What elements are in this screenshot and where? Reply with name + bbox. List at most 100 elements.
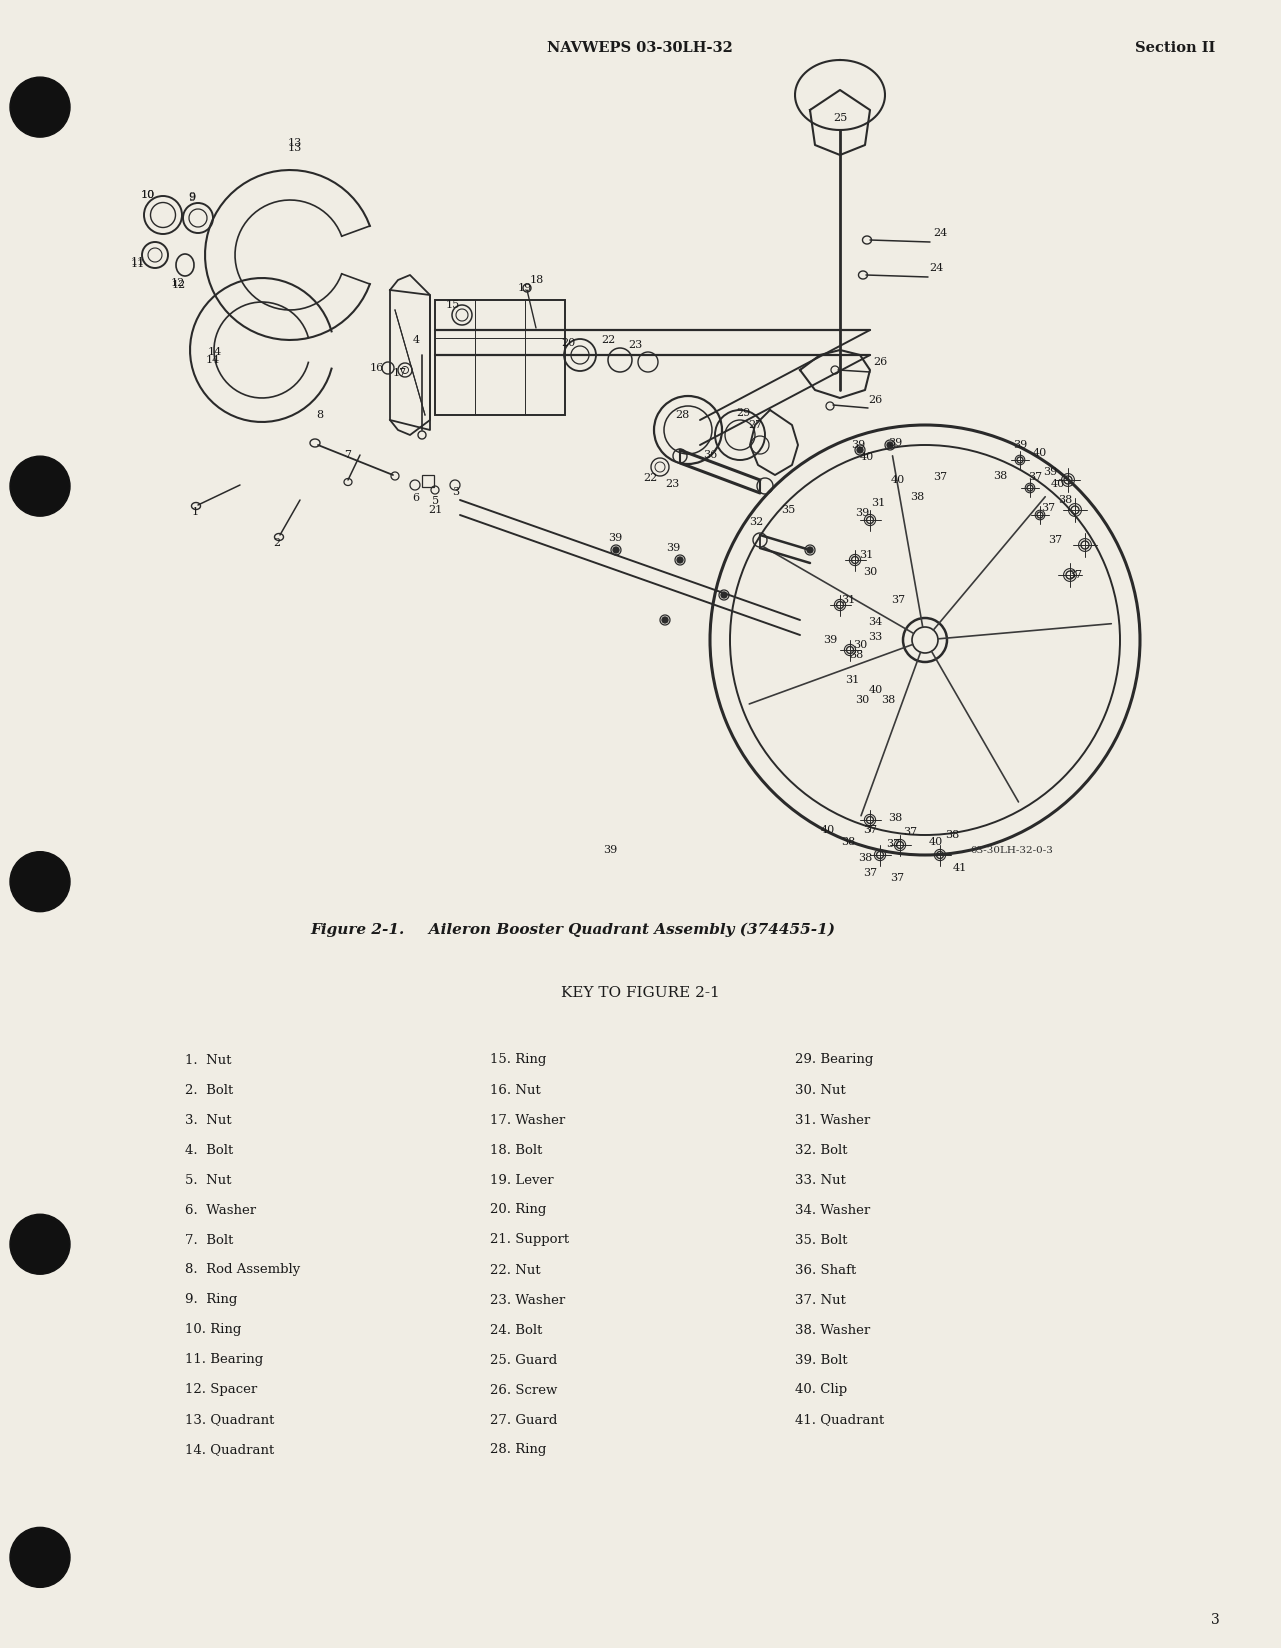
Text: 40: 40 <box>821 826 835 836</box>
Text: 15. Ring: 15. Ring <box>491 1053 547 1066</box>
Text: 34. Washer: 34. Washer <box>796 1203 870 1216</box>
Text: 31: 31 <box>858 550 874 560</box>
Circle shape <box>10 77 70 137</box>
Circle shape <box>10 852 70 911</box>
Text: 4.  Bolt: 4. Bolt <box>184 1144 233 1157</box>
Text: 24: 24 <box>929 264 943 274</box>
Text: 3: 3 <box>1212 1613 1220 1627</box>
Text: 32: 32 <box>749 517 763 527</box>
Text: 39: 39 <box>854 508 869 517</box>
Text: 5: 5 <box>433 496 439 506</box>
Text: 34: 34 <box>867 616 883 626</box>
Text: 20. Ring: 20. Ring <box>491 1203 547 1216</box>
Text: 14. Quadrant: 14. Quadrant <box>184 1444 274 1457</box>
Text: 21. Support: 21. Support <box>491 1233 569 1246</box>
Text: 37: 37 <box>1027 471 1041 481</box>
Text: 23: 23 <box>628 339 642 349</box>
Text: NAVWEPS 03-30LH-32: NAVWEPS 03-30LH-32 <box>547 41 733 54</box>
Text: 39. Bolt: 39. Bolt <box>796 1353 848 1366</box>
Text: 30: 30 <box>853 639 867 649</box>
Text: 28. Ring: 28. Ring <box>491 1444 547 1457</box>
Text: 40: 40 <box>929 837 943 847</box>
Text: 38: 38 <box>1058 494 1072 504</box>
Circle shape <box>676 557 683 564</box>
Text: 37: 37 <box>933 471 947 481</box>
Text: 37: 37 <box>1041 503 1056 513</box>
Text: 16: 16 <box>370 363 384 372</box>
Text: 3.  Nut: 3. Nut <box>184 1114 232 1127</box>
Text: 38: 38 <box>888 812 902 822</box>
Text: 33: 33 <box>867 631 883 643</box>
Text: 17: 17 <box>393 368 407 377</box>
Bar <box>421 475 434 488</box>
Text: 39: 39 <box>851 440 865 450</box>
Text: 39: 39 <box>888 438 902 448</box>
Text: 37: 37 <box>903 827 917 837</box>
Text: 6: 6 <box>412 493 420 503</box>
Text: 40: 40 <box>869 686 883 695</box>
Text: 9: 9 <box>188 193 196 203</box>
Text: 40: 40 <box>1032 448 1047 458</box>
Text: 30. Nut: 30. Nut <box>796 1083 845 1096</box>
Text: 36: 36 <box>703 450 717 460</box>
Text: 31: 31 <box>871 498 885 508</box>
Text: 39: 39 <box>603 845 617 855</box>
Text: 4: 4 <box>412 335 420 344</box>
Text: 14: 14 <box>208 348 222 358</box>
Text: 9: 9 <box>188 193 196 203</box>
Text: 40: 40 <box>890 475 906 485</box>
Text: 27: 27 <box>748 420 762 430</box>
Text: 39: 39 <box>608 532 623 542</box>
Text: 24: 24 <box>933 227 947 237</box>
Text: 13. Quadrant: 13. Quadrant <box>184 1414 274 1427</box>
Text: 40: 40 <box>860 452 874 461</box>
Text: 37: 37 <box>863 868 877 878</box>
Text: 12: 12 <box>170 279 186 288</box>
Text: 13: 13 <box>288 143 302 153</box>
Text: 41: 41 <box>953 864 967 873</box>
Text: 22. Nut: 22. Nut <box>491 1264 541 1277</box>
Text: 3: 3 <box>452 488 460 498</box>
Circle shape <box>807 547 813 554</box>
Text: 41. Quadrant: 41. Quadrant <box>796 1414 884 1427</box>
Text: 35: 35 <box>781 504 796 516</box>
Text: 38: 38 <box>910 493 924 503</box>
Text: 16. Nut: 16. Nut <box>491 1083 541 1096</box>
Circle shape <box>614 547 619 554</box>
Text: 8: 8 <box>316 410 324 420</box>
Text: Figure 2-1.: Figure 2-1. <box>310 923 405 938</box>
Text: 18: 18 <box>530 275 544 285</box>
Text: 38: 38 <box>993 471 1007 481</box>
Text: 37: 37 <box>890 873 904 883</box>
Text: 33. Nut: 33. Nut <box>796 1173 845 1187</box>
Text: 15: 15 <box>446 300 460 310</box>
Text: Aileron Booster Quadrant Assembly (374455-1): Aileron Booster Quadrant Assembly (37445… <box>412 923 835 938</box>
Text: 11: 11 <box>131 257 145 267</box>
Text: 19. Lever: 19. Lever <box>491 1173 553 1187</box>
Text: 17. Washer: 17. Washer <box>491 1114 565 1127</box>
Text: 29. Bearing: 29. Bearing <box>796 1053 874 1066</box>
Text: 23. Washer: 23. Washer <box>491 1294 565 1307</box>
Text: 23: 23 <box>665 480 679 489</box>
Text: 20: 20 <box>561 338 575 348</box>
Text: 39: 39 <box>822 634 836 644</box>
Text: 39: 39 <box>666 542 680 554</box>
Text: 6.  Washer: 6. Washer <box>184 1203 256 1216</box>
Bar <box>436 300 565 415</box>
Text: 22: 22 <box>643 473 657 483</box>
Text: 26: 26 <box>872 358 888 368</box>
Text: 18. Bolt: 18. Bolt <box>491 1144 542 1157</box>
Text: 39: 39 <box>1043 466 1057 476</box>
Text: 31: 31 <box>845 676 860 686</box>
Text: 37. Nut: 37. Nut <box>796 1294 845 1307</box>
Text: 38: 38 <box>881 695 895 705</box>
Text: 10. Ring: 10. Ring <box>184 1323 241 1337</box>
Circle shape <box>886 442 893 448</box>
Text: 7: 7 <box>345 450 351 460</box>
Text: 13: 13 <box>288 138 302 148</box>
Text: 27. Guard: 27. Guard <box>491 1414 557 1427</box>
Circle shape <box>10 1215 70 1274</box>
Text: 30: 30 <box>863 567 877 577</box>
Circle shape <box>721 592 728 598</box>
Text: 38: 38 <box>840 837 856 847</box>
